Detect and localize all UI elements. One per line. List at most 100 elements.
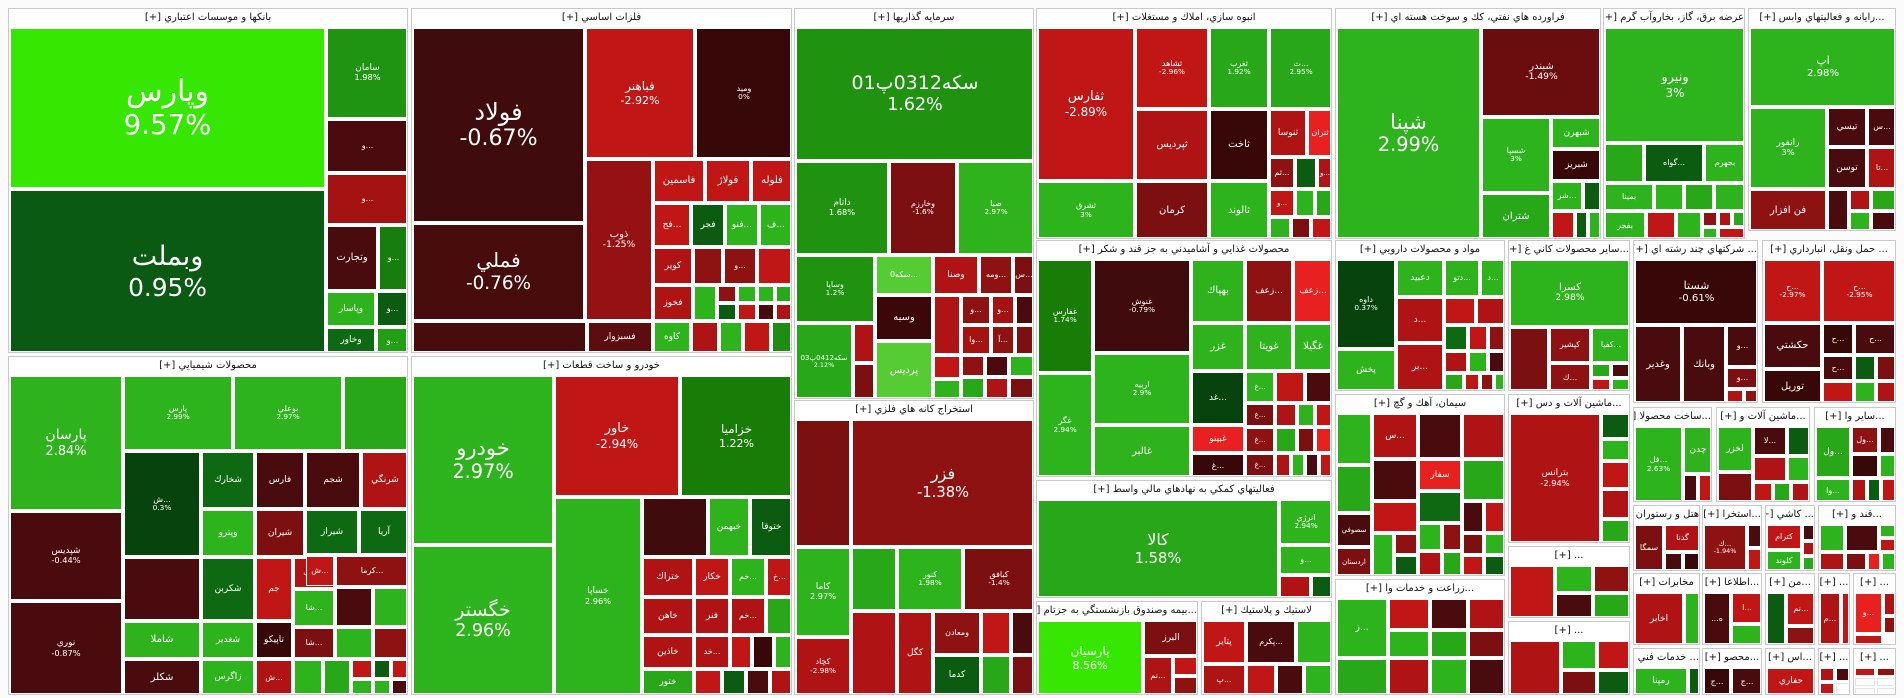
stock-tile[interactable] xyxy=(753,636,773,668)
stock-tile[interactable] xyxy=(1389,631,1429,657)
stock-tile[interactable]: ...بر xyxy=(1397,344,1443,389)
stock-tile[interactable] xyxy=(1296,158,1316,188)
stock-tile[interactable] xyxy=(1754,483,1772,500)
stock-tile[interactable] xyxy=(1855,356,1875,380)
stock-tile[interactable]: ...ش xyxy=(256,660,292,693)
stock-tile[interactable] xyxy=(1684,475,1697,500)
stock-tile[interactable] xyxy=(1556,566,1592,592)
stock-tile[interactable]: فزر -1.38% xyxy=(852,420,1032,546)
stock-tile[interactable] xyxy=(1612,364,1628,377)
stock-tile[interactable]: ...كرما xyxy=(336,556,406,586)
sector-header[interactable]: مواد و محصولات دارويي [+] xyxy=(1336,241,1504,260)
sector-header[interactable]: ...ماشين آلات و [+] xyxy=(1717,408,1809,427)
stock-tile[interactable]: غگر 2.94% xyxy=(1038,374,1092,475)
stock-tile[interactable] xyxy=(731,636,751,668)
stock-tile[interactable] xyxy=(124,558,200,620)
stock-tile[interactable] xyxy=(1395,556,1417,574)
stock-tile[interactable]: بمينا xyxy=(1605,184,1653,210)
stock-tile[interactable] xyxy=(1803,542,1813,555)
stock-tile[interactable] xyxy=(1748,549,1760,569)
stock-tile[interactable]: خساپا 2.96% xyxy=(555,498,641,693)
stock-tile[interactable]: ...و xyxy=(1270,190,1294,216)
stock-tile[interactable]: ...و xyxy=(377,292,406,326)
stock-tile[interactable] xyxy=(1312,576,1330,596)
stock-tile[interactable] xyxy=(1699,475,1710,500)
stock-tile[interactable]: ...م xyxy=(1820,593,1840,643)
stock-tile[interactable]: ...ش 0.3% xyxy=(124,452,200,556)
stock-tile[interactable]: فملي -0.76% xyxy=(413,224,584,320)
stock-tile[interactable] xyxy=(718,304,736,320)
stock-tile[interactable] xyxy=(1373,534,1393,574)
stock-tile[interactable]: ...ج xyxy=(1732,668,1760,693)
stock-tile[interactable]: ...و xyxy=(377,328,406,351)
stock-tile[interactable] xyxy=(852,548,896,610)
stock-tile[interactable]: ...ح -2.97% xyxy=(1764,260,1821,322)
stock-tile[interactable]: ...تا xyxy=(1868,148,1894,188)
stock-tile[interactable] xyxy=(1703,228,1717,237)
stock-tile[interactable] xyxy=(1855,668,1875,676)
stock-tile[interactable]: ...زعف xyxy=(1246,260,1292,322)
stock-tile[interactable] xyxy=(1389,599,1429,629)
stock-tile[interactable] xyxy=(1868,553,1880,569)
stock-tile[interactable] xyxy=(1463,534,1483,554)
stock-tile[interactable]: فباهنر -2.92% xyxy=(586,28,694,158)
stock-tile[interactable]: ...سكه0 xyxy=(876,256,932,294)
stock-tile[interactable]: ...و xyxy=(1280,546,1330,574)
stock-tile[interactable]: ...ف xyxy=(760,204,790,246)
stock-tile[interactable] xyxy=(336,588,372,626)
stock-tile[interactable]: كچاد -2.98% xyxy=(796,638,850,693)
stock-tile[interactable]: ...س xyxy=(1868,108,1894,146)
stock-tile[interactable]: ...و xyxy=(327,120,406,172)
stock-tile[interactable] xyxy=(775,636,790,668)
stock-tile[interactable]: ...نم xyxy=(1787,593,1813,625)
stock-tile[interactable]: سامان 1.98% xyxy=(327,28,406,118)
stock-tile[interactable] xyxy=(1297,621,1330,663)
stock-tile[interactable]: پخش xyxy=(1337,350,1395,389)
stock-tile[interactable]: كدما xyxy=(934,656,980,693)
stock-tile[interactable]: ...و xyxy=(379,226,406,290)
stock-tile[interactable] xyxy=(1850,190,1870,210)
stock-tile[interactable] xyxy=(1298,404,1314,426)
stock-tile[interactable]: پارسان 2.84% xyxy=(10,376,122,510)
sector-header[interactable]: ... [+] xyxy=(1509,622,1629,641)
stock-tile[interactable] xyxy=(1247,665,1275,693)
stock-tile[interactable] xyxy=(1846,553,1866,569)
stock-tile[interactable] xyxy=(1316,404,1330,426)
stock-tile[interactable]: وپارس 9.57% xyxy=(10,28,325,188)
sector-header[interactable]: ...ماشين آلات و دس [+] xyxy=(1509,395,1629,414)
stock-tile[interactable]: پارسيان 8.56% xyxy=(1038,621,1142,693)
stock-tile[interactable] xyxy=(1882,479,1894,500)
stock-tile[interactable]: ...كفيا xyxy=(1592,328,1628,362)
stock-tile[interactable]: ...پكرم xyxy=(1247,621,1295,663)
sector-header[interactable]: بانكها و موسسات اعتباري [+] xyxy=(9,9,407,28)
stock-tile[interactable] xyxy=(1665,553,1682,569)
stock-tile[interactable]: پرديس xyxy=(876,342,932,397)
sector-header[interactable]: محصولات شيميايي [+] xyxy=(9,357,407,376)
stock-tile[interactable] xyxy=(1655,184,1683,210)
stock-tile[interactable]: گدنا xyxy=(1665,525,1698,551)
stock-tile[interactable] xyxy=(1602,520,1628,541)
stock-tile[interactable]: داتام 1.68% xyxy=(796,162,888,254)
stock-tile[interactable] xyxy=(1562,671,1596,693)
stock-tile[interactable] xyxy=(1602,462,1628,488)
stock-tile[interactable] xyxy=(1877,356,1894,380)
stock-tile[interactable] xyxy=(962,378,984,397)
stock-tile[interactable] xyxy=(1882,553,1894,569)
stock-tile[interactable]: كسرا 2.98% xyxy=(1510,260,1628,326)
stock-tile[interactable]: شبهرن xyxy=(1552,118,1599,148)
stock-tile[interactable]: ...و xyxy=(1855,593,1882,633)
stock-tile[interactable]: جم xyxy=(256,558,292,620)
stock-tile[interactable]: شاملا xyxy=(124,622,200,658)
stock-tile[interactable]: ...غ xyxy=(1192,454,1244,475)
sector-header[interactable]: ...اس [+] xyxy=(1766,649,1814,668)
stock-tile[interactable]: وپترو xyxy=(202,510,254,556)
stock-tile[interactable] xyxy=(1703,212,1717,226)
stock-tile[interactable]: شپديس -0.44% xyxy=(10,512,122,600)
stock-tile[interactable]: ...د xyxy=(1481,260,1503,296)
stock-tile[interactable] xyxy=(1592,364,1610,377)
stock-tile[interactable]: وميد 0% xyxy=(696,28,790,158)
stock-tile[interactable]: شغدير xyxy=(202,622,254,658)
stock-tile[interactable] xyxy=(694,286,716,320)
stock-tile[interactable]: سكه0412پ03 2.12% xyxy=(796,324,852,397)
stock-tile[interactable] xyxy=(1732,625,1760,643)
